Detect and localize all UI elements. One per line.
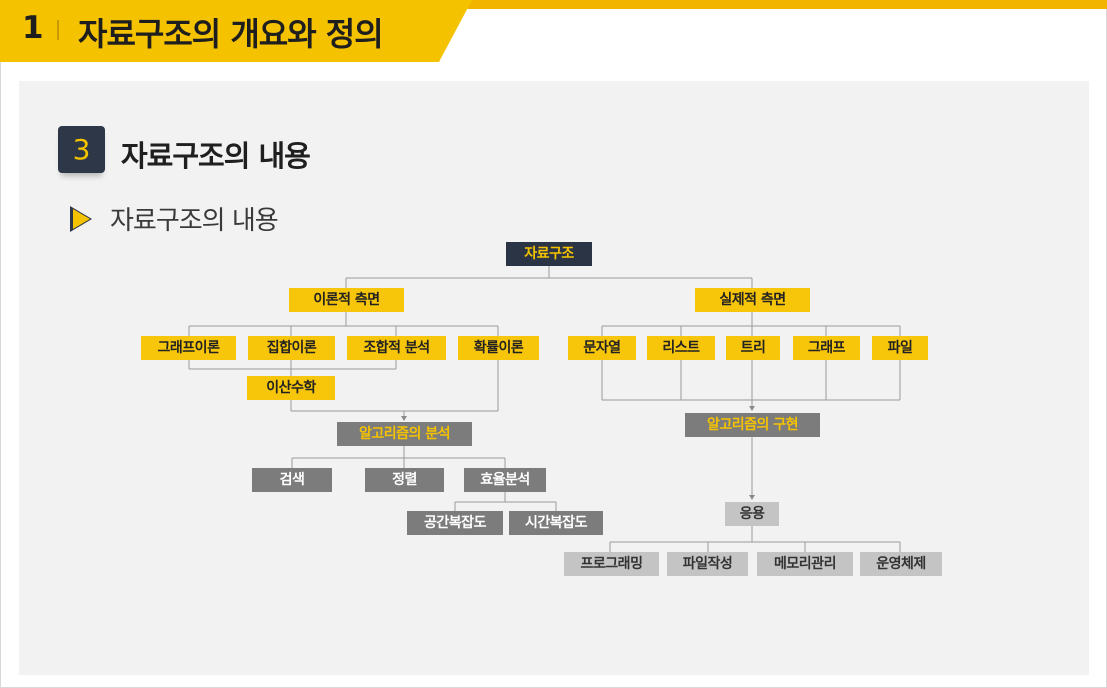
subsection-title: 자료구조의 내용 <box>110 206 279 236</box>
node-graph-theory: 그래프이론 <box>141 336 236 360</box>
node-probability: 확률이론 <box>458 336 539 360</box>
node-combinatorics: 조합적 분석 <box>347 336 446 360</box>
node-algorithm-implementation: 알고리즘의 구현 <box>685 413 820 437</box>
bullet-arrow-inner-icon <box>73 209 90 229</box>
arrow-head-icon <box>749 495 755 500</box>
section-title: 자료구조의 내용 <box>121 139 311 173</box>
node-theory: 이론적 측면 <box>289 288 404 312</box>
node-space-complexity: 공간복잡도 <box>407 511 503 535</box>
node-list: 리스트 <box>647 336 715 360</box>
node-file-writing: 파일작성 <box>667 552 748 576</box>
node-memory-management: 메모리관리 <box>757 552 853 576</box>
section-number-badge: 3 <box>58 126 105 173</box>
node-file: 파일 <box>872 336 928 360</box>
node-application: 응용 <box>725 502 779 526</box>
chapter-number: 1 <box>22 10 44 46</box>
node-tree: 트리 <box>726 336 780 360</box>
content-panel <box>19 81 1089 675</box>
page-title: 자료구조의 개요와 정의 <box>78 15 384 53</box>
node-search: 검색 <box>252 468 332 492</box>
node-graph: 그래프 <box>793 336 860 360</box>
node-sort: 정렬 <box>365 468 444 492</box>
node-efficiency: 효율분석 <box>464 468 546 492</box>
header-title-bar: 1 자료구조의 개요와 정의 <box>0 0 472 62</box>
title-separator <box>57 20 59 40</box>
node-time-complexity: 시간복잡도 <box>509 511 603 535</box>
node-string: 문자열 <box>568 336 636 360</box>
node-programming: 프로그래밍 <box>564 552 659 576</box>
node-practice: 실제적 측면 <box>695 288 810 312</box>
node-discrete-math: 이산수학 <box>247 376 335 400</box>
header-accent-line <box>0 0 1107 9</box>
node-set-theory: 집합이론 <box>248 336 335 360</box>
arrow-head-icon <box>401 416 407 421</box>
arrow-head-icon <box>749 406 755 411</box>
node-root: 자료구조 <box>506 242 592 266</box>
node-operating-system: 운영체제 <box>860 552 942 576</box>
node-algorithm-analysis: 알고리즘의 분석 <box>337 422 472 446</box>
